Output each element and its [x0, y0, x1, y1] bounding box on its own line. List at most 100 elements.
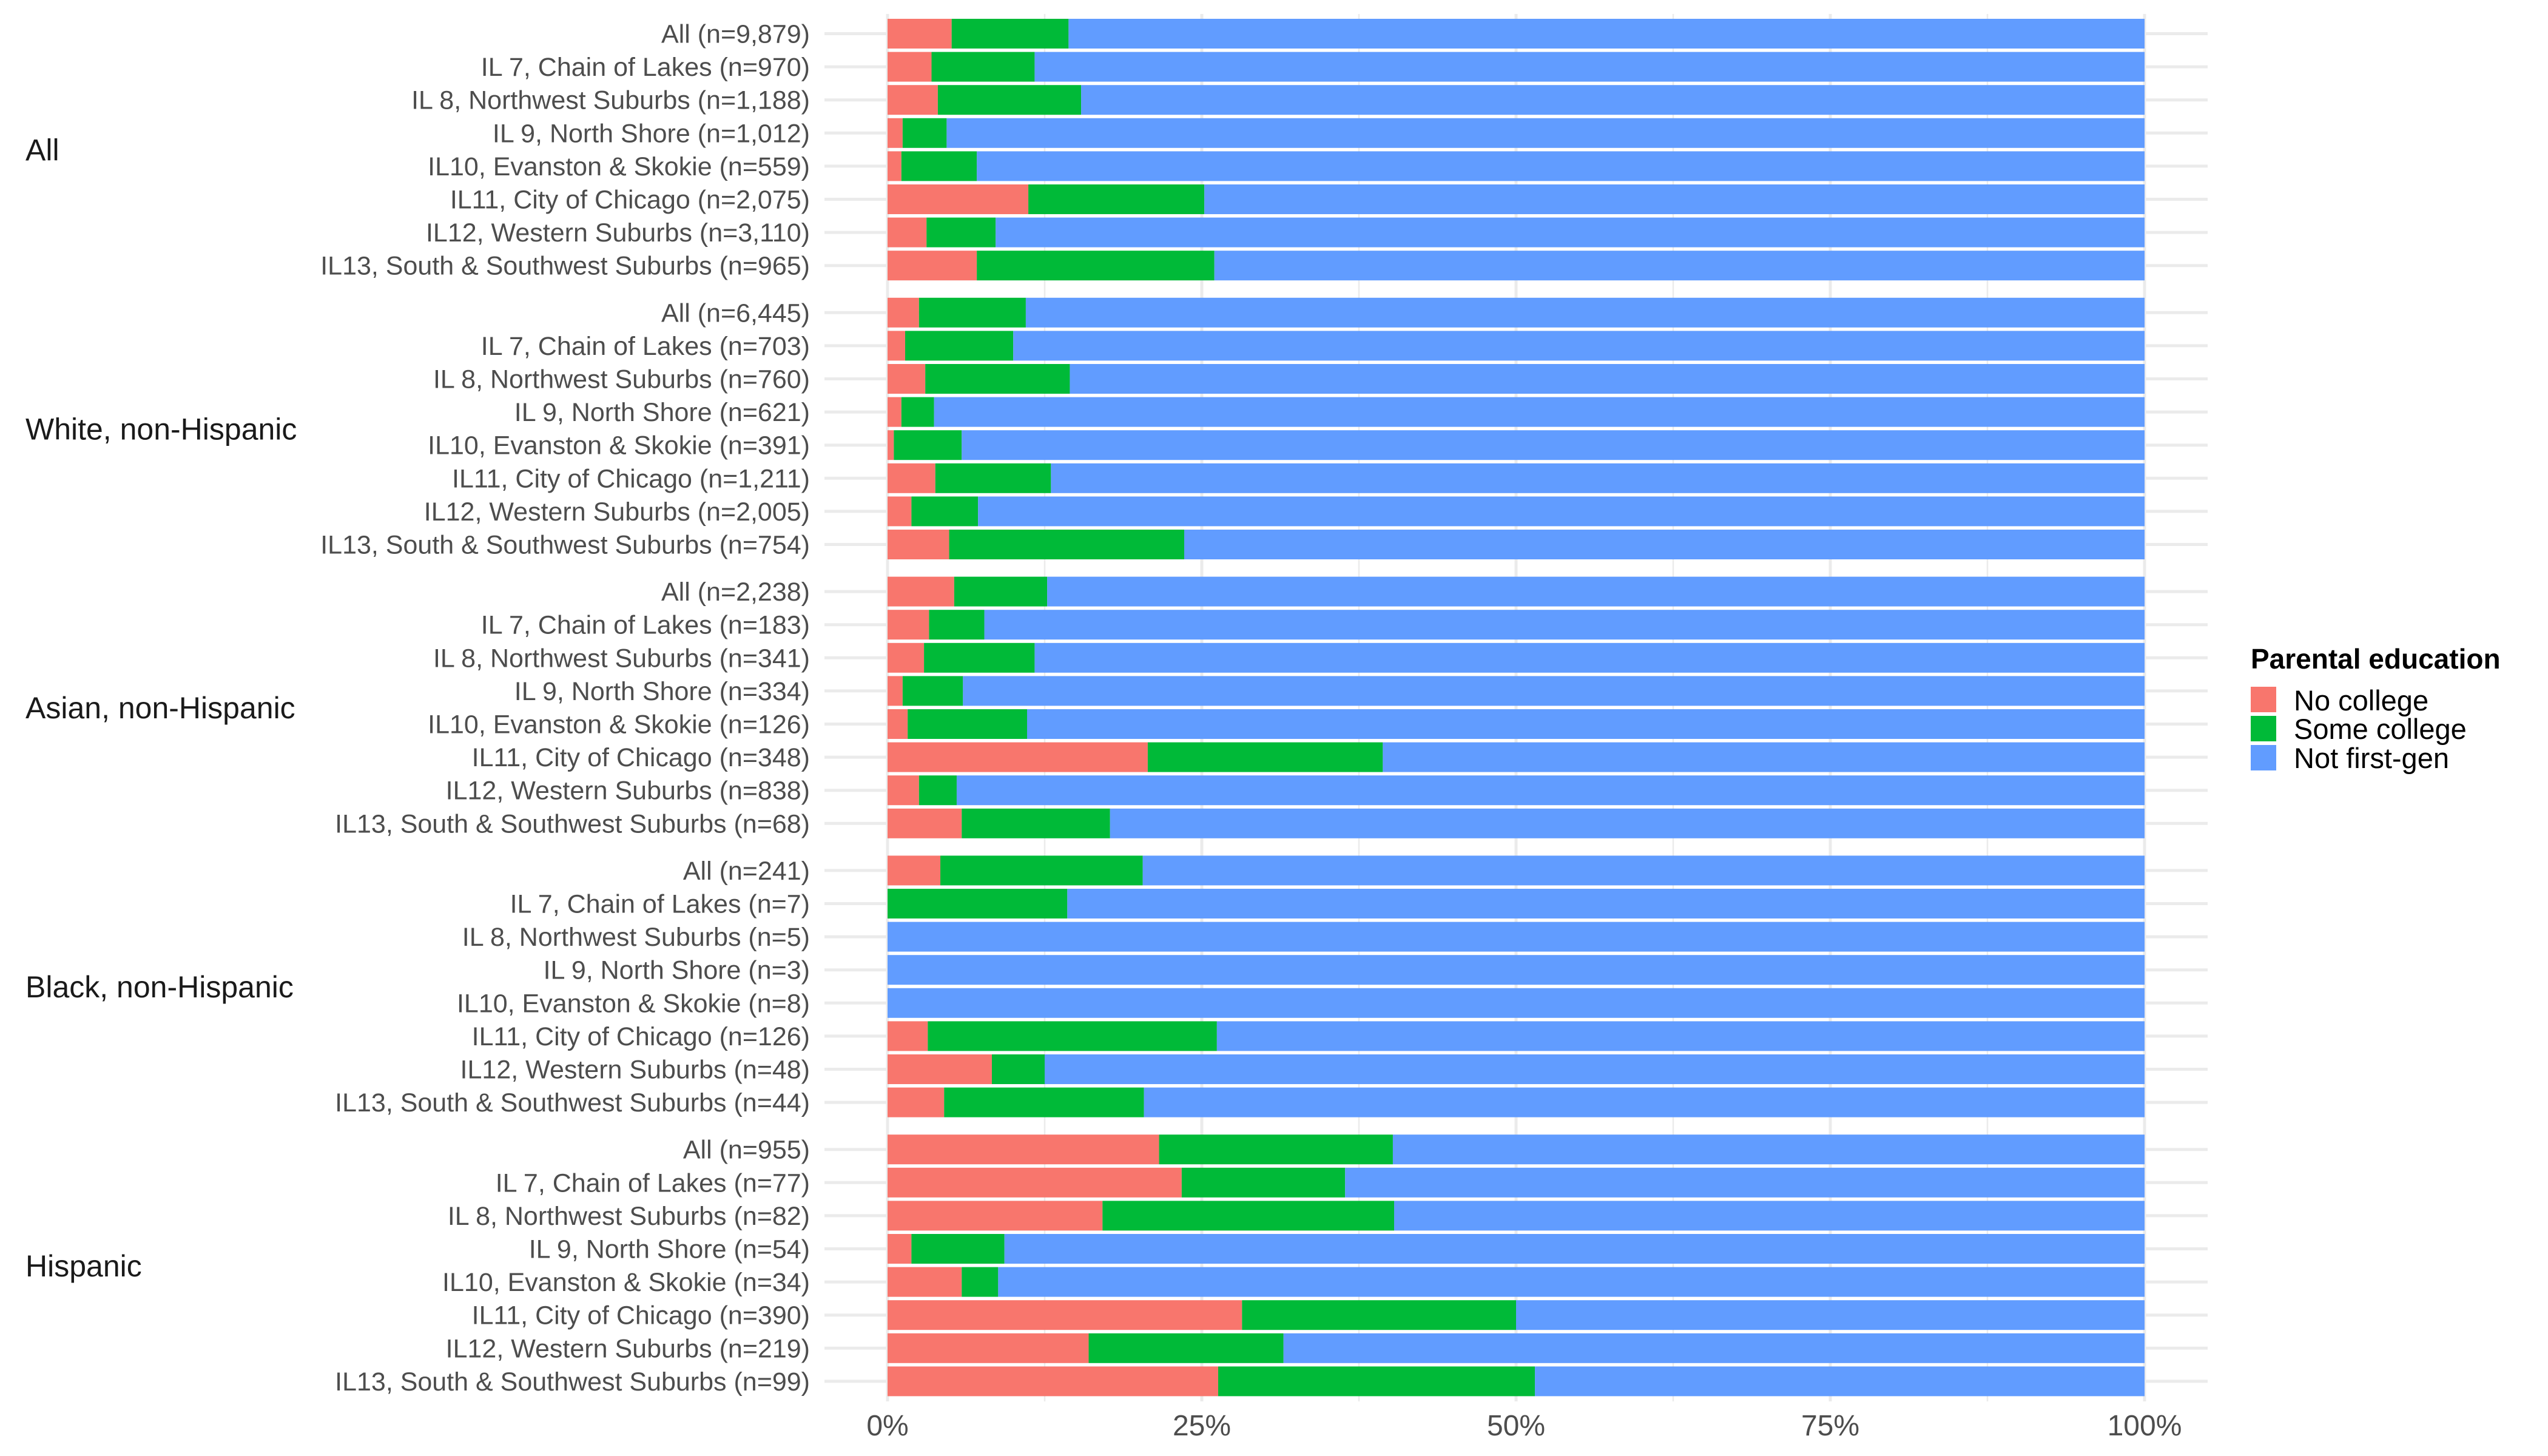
bar-segment-some-college	[918, 775, 957, 806]
row-label: All (n=6,445)	[661, 298, 810, 328]
bar-segment-some-college	[949, 530, 1184, 559]
group-label: Black, non-Hispanic	[25, 970, 294, 1004]
row-label: IL11, City of Chicago (n=126)	[472, 1022, 810, 1051]
bar-segment-no-college	[888, 184, 1029, 214]
legend: Parental education No college Some colle…	[2251, 643, 2501, 774]
bar-segment-some-college	[1147, 742, 1383, 772]
legend-label-no-college: No college	[2294, 684, 2428, 716]
bar-segment-not-first-gen	[984, 610, 2145, 640]
x-tick-label: 75%	[1801, 1410, 1859, 1442]
group-label: All	[25, 133, 59, 167]
bar-segment-no-college	[888, 1333, 1089, 1363]
x-tick-label: 25%	[1173, 1410, 1231, 1442]
bar-segment-not-first-gen	[1025, 297, 2145, 328]
legend-label-not-first-gen: Not first-gen	[2294, 742, 2449, 774]
bar-segment-some-college	[1242, 1300, 1516, 1330]
bar-segment-some-college	[1088, 1333, 1284, 1363]
row-label: IL11, City of Chicago (n=1,211)	[452, 464, 810, 493]
bar-segment-no-college	[888, 85, 938, 115]
bar-segment-some-college	[940, 855, 1143, 886]
row-label: IL 7, Chain of Lakes (n=703)	[481, 332, 810, 361]
bar-segment-not-first-gen	[977, 151, 2145, 181]
legend-label-some-college: Some college	[2294, 713, 2467, 745]
bar-segment-no-college	[888, 775, 919, 806]
bar-segment-not-first-gen	[946, 118, 2145, 148]
bar-segment-some-college	[944, 1087, 1144, 1117]
bar-segment-some-college	[1218, 1366, 1535, 1397]
x-axis-tick-labels: 0% 25% 50% 75% 100%	[866, 1410, 2182, 1442]
x-tick-label: 100%	[2108, 1410, 2182, 1442]
bar-segment-some-college	[931, 52, 1035, 82]
bar-segment-not-first-gen	[1394, 1201, 2145, 1231]
bar-segment-some-college	[929, 610, 985, 640]
bar-segment-no-college	[888, 742, 1148, 772]
bar-segment-not-first-gen	[1214, 251, 2145, 281]
bar-segment-some-college	[901, 151, 977, 181]
bar-segment-some-college	[954, 576, 1048, 607]
bar-segment-not-first-gen	[1034, 642, 2145, 673]
bar-segment-not-first-gen	[1144, 1087, 2145, 1117]
bar-segment-not-first-gen	[1004, 1234, 2145, 1264]
row-label: IL 8, Northwest Suburbs (n=82)	[448, 1202, 810, 1231]
row-label: IL 7, Chain of Lakes (n=970)	[481, 53, 810, 82]
bar-segment-some-college	[926, 217, 996, 248]
row-label: IL11, City of Chicago (n=390)	[472, 1301, 810, 1330]
bar-segment-some-college	[977, 251, 1215, 281]
bar-segment-no-college	[888, 610, 929, 640]
bar-segment-not-first-gen	[1142, 855, 2145, 886]
bar-segment-no-college	[888, 855, 941, 886]
group-label: White, non-Hispanic	[25, 412, 297, 446]
row-label: IL12, Western Suburbs (n=838)	[446, 777, 810, 806]
row-label: IL13, South & Southwest Suburbs (n=754)	[320, 531, 810, 560]
bar-segment-no-college	[888, 364, 926, 394]
bar-segment-not-first-gen	[934, 397, 2145, 427]
bar-segment-no-college	[888, 1366, 1218, 1397]
bar-segment-no-college	[888, 118, 903, 148]
bar-segment-no-college	[888, 151, 902, 181]
row-label: IL10, Evanston & Skokie (n=34)	[442, 1268, 810, 1297]
row-label: IL 7, Chain of Lakes (n=183)	[481, 611, 810, 640]
bar-segment-some-college	[894, 430, 962, 460]
row-labels: All (n=9,879) IL 7, Chain of Lakes (n=970…	[320, 20, 810, 1397]
bar-segment-not-first-gen	[1047, 576, 2145, 607]
bar-segment-some-college	[902, 118, 947, 148]
bar-segment-no-college	[888, 1300, 1242, 1330]
bar-segment-some-college	[1028, 184, 1205, 214]
bar-segment-no-college	[888, 1021, 928, 1051]
row-label: IL 7, Chain of Lakes (n=77)	[496, 1168, 810, 1198]
group-label: Hispanic	[25, 1249, 142, 1283]
bar-segment-some-college	[902, 676, 963, 706]
bar-segment-not-first-gen	[956, 775, 2145, 806]
bar-segment-some-college	[1159, 1134, 1393, 1165]
bar-segment-no-college	[888, 642, 925, 673]
bar-segment-no-college	[888, 397, 902, 427]
bar-segment-no-college	[888, 496, 912, 527]
bar-segment-some-college	[962, 1267, 999, 1297]
row-label: IL 9, North Shore (n=334)	[514, 677, 810, 706]
bar-segment-no-college	[888, 1087, 945, 1117]
row-label: IL 9, North Shore (n=621)	[514, 398, 810, 427]
x-tick-label: 50%	[1487, 1410, 1545, 1442]
row-label: IL12, Western Suburbs (n=2,005)	[424, 497, 810, 527]
row-label: IL10, Evanston & Skokie (n=126)	[428, 710, 810, 740]
group-label: Asian, non-Hispanic	[25, 691, 295, 725]
bar-segment-not-first-gen	[1204, 184, 2145, 214]
group-labels: All White, non-Hispanic Asian, non-Hispani…	[25, 133, 297, 1283]
bar-segment-some-college	[1102, 1201, 1395, 1231]
bar-segment-not-first-gen	[998, 1267, 2145, 1297]
bars	[888, 19, 2145, 1397]
row-label: All (n=955)	[683, 1136, 810, 1165]
bar-segment-some-college	[908, 709, 1027, 739]
bar-segment-no-college	[888, 217, 927, 248]
row-label: IL 8, Northwest Suburbs (n=1,188)	[411, 86, 810, 115]
bar-segment-some-college	[937, 85, 1082, 115]
row-label: IL12, Western Suburbs (n=48)	[460, 1056, 810, 1085]
row-label: IL10, Evanston & Skokie (n=391)	[428, 431, 810, 460]
bar-segment-some-college	[911, 1234, 1005, 1264]
bar-segment-some-college	[911, 496, 979, 527]
bar-segment-no-college	[888, 1054, 992, 1084]
bar-segment-not-first-gen	[1013, 331, 2145, 361]
bar-segment-no-college	[888, 1201, 1103, 1231]
row-label: IL 8, Northwest Suburbs (n=760)	[433, 365, 810, 394]
bar-segment-not-first-gen	[1068, 19, 2145, 49]
